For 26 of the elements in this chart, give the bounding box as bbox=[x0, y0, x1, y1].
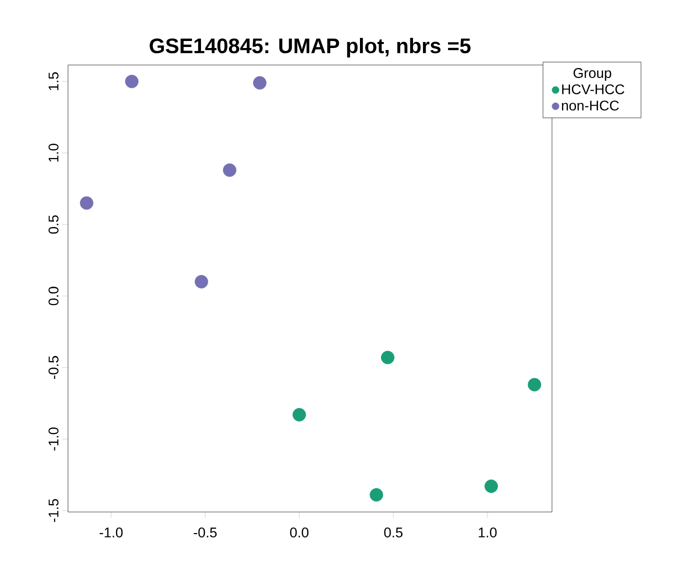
point bbox=[484, 480, 498, 493]
legend-label: non-HCC bbox=[562, 100, 619, 111]
x-tick-label: -1.0 bbox=[100, 528, 123, 538]
x-tick-label: 0.5 bbox=[384, 528, 403, 538]
x-tick-label: -0.5 bbox=[194, 528, 217, 538]
y-tick-label: -0.5 bbox=[48, 356, 58, 379]
point bbox=[125, 74, 138, 88]
y-tick-label: 1.5 bbox=[48, 72, 58, 90]
point bbox=[194, 274, 208, 288]
point bbox=[222, 163, 236, 177]
y-tick-label: 0.0 bbox=[48, 286, 58, 306]
point bbox=[292, 408, 306, 422]
y-tick-label: 1.0 bbox=[48, 144, 58, 162]
point bbox=[528, 378, 542, 392]
point bbox=[80, 196, 94, 210]
legend-label: HCV-HCC bbox=[562, 84, 624, 94]
x-tick-label: 1.0 bbox=[478, 528, 497, 538]
x-tick-label: 0.0 bbox=[290, 528, 308, 538]
y-tick-label: -1.5 bbox=[48, 499, 58, 522]
y-tick-label: -1.0 bbox=[48, 428, 58, 450]
point bbox=[381, 350, 394, 364]
point bbox=[253, 76, 266, 90]
chart-title: GSE140845: UMAP plot, nbrs =5 bbox=[150, 38, 471, 58]
point bbox=[370, 488, 384, 502]
legend-title: Group bbox=[574, 68, 612, 81]
y-tick-label: 0.5 bbox=[48, 215, 58, 234]
